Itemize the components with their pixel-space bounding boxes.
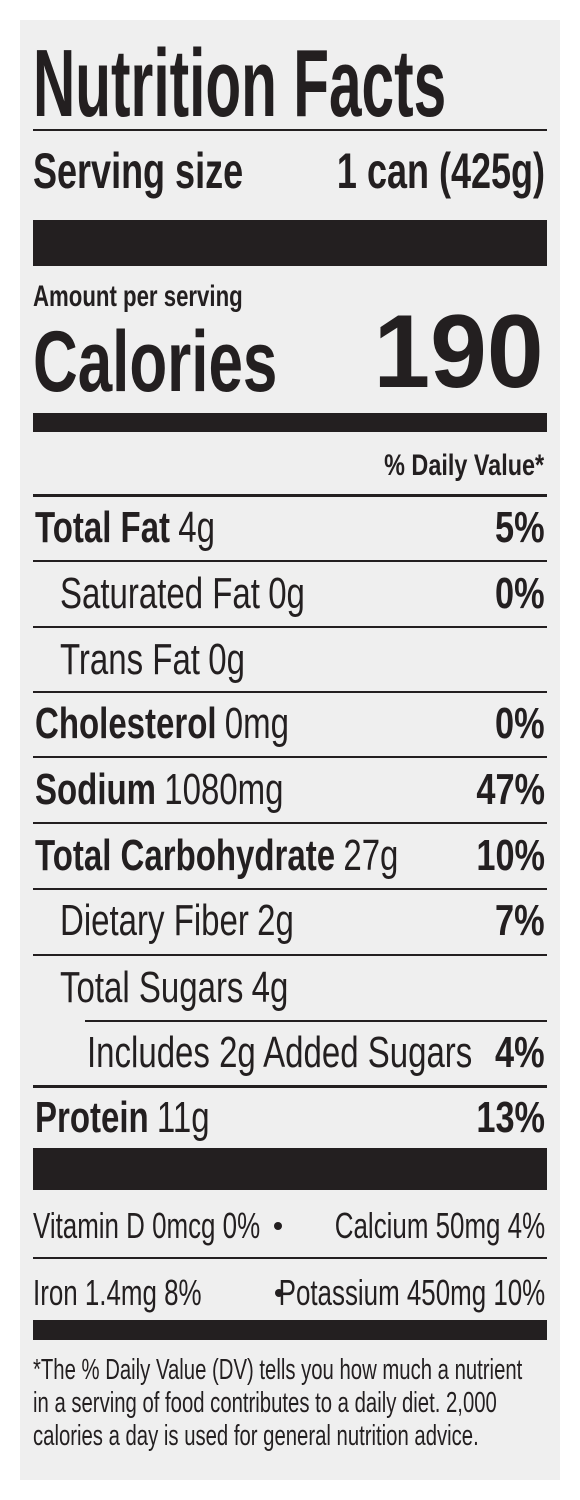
thick-bar [33, 220, 547, 266]
rule [33, 756, 547, 758]
nutrient-name: Total Carbohydrate 27g [35, 831, 399, 880]
micronutrient: Potassium 450mg 10% [278, 1272, 545, 1313]
bullet [274, 1222, 282, 1230]
thick-bar [33, 413, 547, 432]
title: Nutrition Facts [33, 30, 447, 137]
rule [33, 1257, 547, 1259]
micronutrient: Calcium 50mg 4% [334, 1205, 545, 1246]
footnote-line: in a serving of food contributes to a da… [33, 1386, 497, 1419]
nutrient-amount: 27g [343, 831, 399, 880]
micronutrient: Vitamin D 0mcg 0% [33, 1205, 261, 1246]
daily-value: 5% [495, 503, 545, 552]
rule [33, 626, 547, 628]
nutrient-name: Cholesterol 0mg [35, 699, 289, 748]
micronutrient: Iron 1.4mg 8% [33, 1272, 202, 1313]
amount-caption: Amount per serving [33, 280, 243, 313]
nutrient-name: Total Fat 4g [35, 503, 216, 552]
rule [33, 560, 547, 562]
daily-value: 7% [495, 896, 545, 945]
serving-value: 1 can (425g) [336, 143, 545, 199]
nutrient-amount: 4g [178, 503, 216, 552]
daily-value: 13% [476, 1093, 545, 1142]
daily-value: 10% [476, 831, 545, 880]
footnote-line: calories a day is used for general nutri… [33, 1419, 479, 1452]
daily-value: 4% [495, 1028, 545, 1077]
nutrient-name: Dietary Fiber 2g [60, 896, 294, 945]
daily-value: 47% [476, 765, 545, 814]
nutrient-name: Includes 2g Added Sugars [87, 1028, 473, 1077]
nutrient-name: Sodium 1080mg [35, 765, 284, 814]
nutrient-amount: 2g [257, 896, 294, 945]
thick-bar [33, 1320, 547, 1340]
nutrient-amount: 0g [268, 569, 305, 618]
nutrient-amount: 11g [156, 1093, 210, 1142]
daily-value: 0% [495, 569, 545, 618]
rule [33, 691, 547, 693]
rule [33, 1084, 547, 1088]
nutrient-name: Trans Fat 0g [60, 635, 245, 684]
nutrient-amount: 0g [208, 635, 245, 684]
serving-label: Serving size [33, 143, 244, 199]
rule [33, 494, 547, 497]
nutrient-name: Protein 11g [35, 1093, 210, 1142]
bullet [275, 1289, 283, 1297]
nutrient-name: Total Sugars 4g [60, 963, 289, 1012]
footnote-line: *The % Daily Value (DV) tells you how mu… [33, 1353, 523, 1386]
thick-bar [33, 1148, 547, 1190]
rule [33, 953, 547, 956]
nutrient-amount: 1080mg [164, 765, 284, 814]
daily-value: 0% [495, 699, 545, 748]
rule [33, 129, 547, 131]
dv-header: % Daily Value* [384, 449, 544, 482]
nutrient-amount: 4g [251, 963, 289, 1012]
nutrient-amount: 0mg [224, 699, 289, 748]
nutrient-name: Saturated Fat 0g [60, 569, 305, 618]
rule [33, 822, 547, 824]
calories-label: Calories [33, 314, 278, 410]
rule [85, 1019, 547, 1022]
calories-value: 190 [373, 294, 544, 410]
rule [33, 887, 547, 890]
